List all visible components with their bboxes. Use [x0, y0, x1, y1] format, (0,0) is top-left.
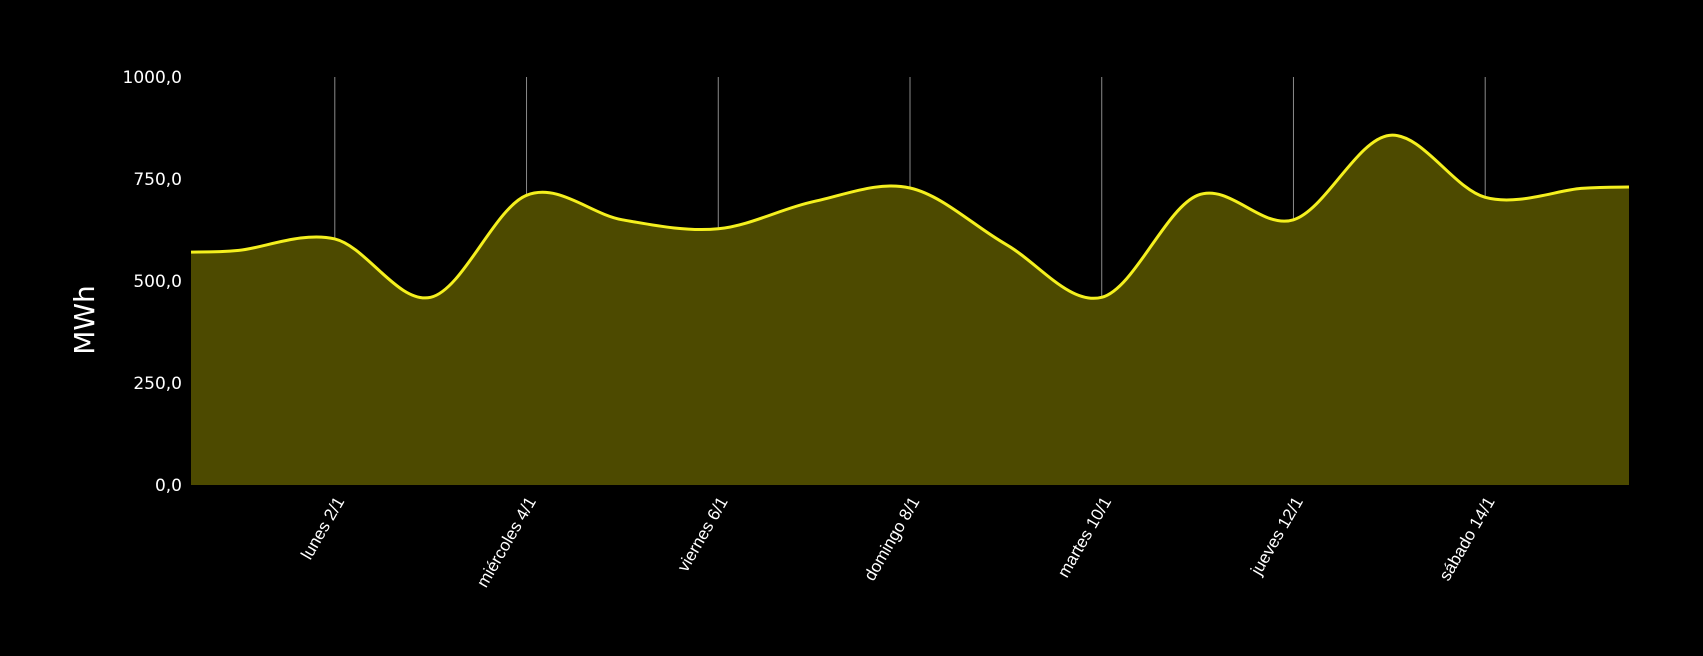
area-fill	[191, 135, 1629, 485]
x-axis: lunes 2/1 miércoles 4/1 viernes 6/1 domingo…	[297, 494, 1498, 591]
y-axis-label: MWh	[68, 285, 101, 355]
x-tick-label: jueves 12/1	[1246, 494, 1306, 580]
x-tick-label: domingo 8/1	[860, 494, 923, 585]
y-tick-label: 1000,0	[123, 68, 182, 88]
x-tick-label: lunes 2/1	[297, 494, 348, 563]
x-tick-label: miércoles 4/1	[473, 494, 540, 591]
x-tick-label: sábado 14/1	[1435, 494, 1498, 585]
area-layer	[190, 133, 1630, 485]
y-tick-label: 0,0	[155, 476, 182, 496]
x-tick-label: viernes 6/1	[674, 494, 732, 576]
y-tick-label: 250,0	[133, 374, 182, 394]
series-line	[190, 133, 1630, 300]
x-tick-label: martes 10/1	[1054, 494, 1115, 581]
y-tick-label: 500,0	[133, 272, 182, 292]
y-axis: 0,0 250,0 500,0 750,0 1000,0	[123, 68, 182, 496]
y-tick-label: 750,0	[133, 170, 182, 190]
